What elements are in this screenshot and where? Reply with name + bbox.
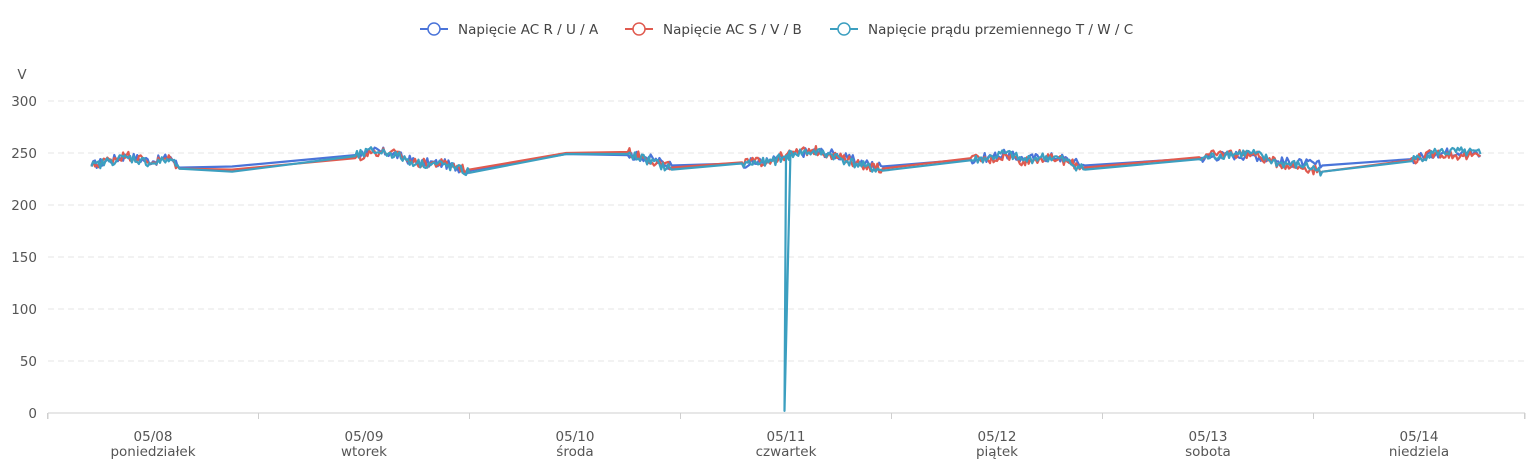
chart-legend[interactable]: Napięcie AC R / U / A Napięcie AC S / V /…	[420, 22, 1133, 38]
x-tick-day: wtorek	[341, 444, 387, 460]
x-tick-day: czwartek	[756, 444, 817, 460]
y-axis-unit-label: V	[17, 67, 27, 83]
x-tick-day: niedziela	[1389, 444, 1449, 460]
legend-item-3[interactable]: Napięcie prądu przemiennego T / W / C	[830, 22, 1133, 38]
series-line-3[interactable]	[90, 146, 1482, 412]
x-tick-date: 05/14	[1400, 429, 1439, 445]
legend-item-2[interactable]: Napięcie AC S / V / B	[625, 22, 802, 38]
legend-item-1[interactable]: Napięcie AC R / U / A	[420, 22, 599, 38]
x-tick-day: piątek	[976, 444, 1018, 460]
y-axis-ticks: 0 50 100 150 200 250 300	[11, 94, 37, 422]
x-tick-date: 05/09	[345, 429, 384, 445]
x-tick-date: 05/08	[134, 429, 173, 445]
x-tick-day: sobota	[1185, 444, 1231, 460]
legend-circle-icon	[427, 22, 441, 36]
x-tick-date: 05/12	[978, 429, 1017, 445]
x-tick-date: 05/10	[556, 429, 595, 445]
x-tick-date: 05/11	[767, 429, 806, 445]
y-tick-label: 200	[11, 198, 37, 214]
legend-label: Napięcie AC S / V / B	[663, 22, 802, 38]
y-tick-label: 100	[11, 302, 37, 318]
x-tick-date: 05/13	[1189, 429, 1228, 445]
series-lines[interactable]	[90, 145, 1482, 412]
y-tick-label: 250	[11, 146, 37, 162]
legend-circle-icon	[632, 22, 646, 36]
y-tick-label: 50	[20, 354, 37, 370]
x-tick-day: poniedziałek	[110, 444, 195, 460]
grid-lines	[48, 100, 1525, 362]
x-tick-day: środa	[556, 444, 593, 460]
legend-circle-icon	[837, 22, 851, 36]
legend-label: Napięcie prądu przemiennego T / W / C	[868, 22, 1133, 38]
y-tick-label: 300	[11, 94, 37, 110]
legend-label: Napięcie AC R / U / A	[458, 22, 599, 38]
y-tick-label: 0	[28, 406, 37, 422]
y-tick-label: 150	[11, 250, 37, 266]
